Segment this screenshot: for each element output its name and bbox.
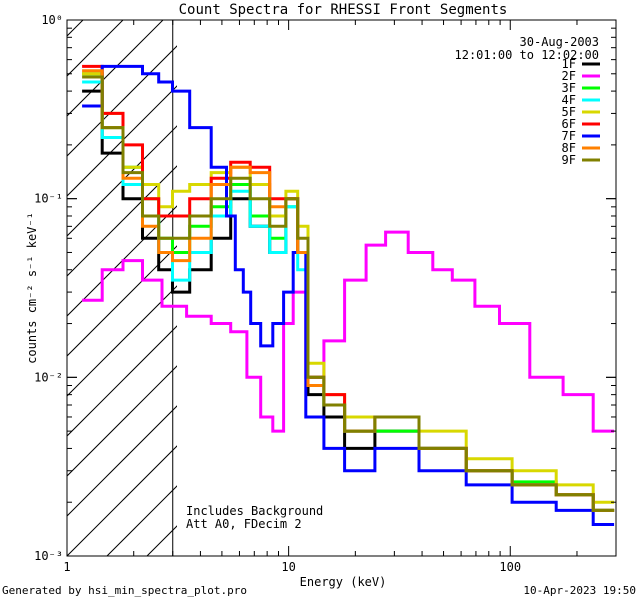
series-layer [82,64,615,526]
legend-label-4F: 4F [562,93,576,107]
hatch-line [67,365,177,477]
legend-label-5F: 5F [562,105,576,119]
y-tick-label-1e0: 10⁰ [41,13,63,27]
time-range-annotation: 12:01:00 to 12:02:00 [455,48,600,62]
y-tick-label-1e-3: 10⁻³ [34,549,63,563]
legend-label-9F: 9F [562,153,576,167]
legend-label-7F: 7F [562,129,576,143]
attenuator-note: Att A0, FDecim 2 [186,517,302,531]
x-tick-label-1: 1 [63,560,70,574]
hatch-line [67,20,84,37]
hatch-line [67,405,177,517]
background-note: Includes Background [186,504,323,518]
hatch-line [67,165,177,277]
series-line-2F [82,230,615,433]
y-tick-label-1e-1: 10⁻¹ [34,192,63,206]
generated-by-footer: Generated by hsi_min_spectra_plot.pro [2,584,248,597]
x-axis-label: Energy (keV) [300,575,387,589]
hatch-line [67,245,177,357]
hatch-line [67,20,124,77]
hatch-line [67,205,177,317]
timestamp-footer: 10-Apr-2023 19:50 [523,584,636,597]
date-annotation: 30-Aug-2003 [520,35,599,49]
hatched-region [67,0,640,556]
legend-label-8F: 8F [562,141,576,155]
hatch-line [67,45,177,157]
legend-label-6F: 6F [562,117,576,131]
hatch-line [67,85,177,197]
x-tick-label-10: 10 [281,560,295,574]
plot-frame [66,19,617,557]
series-line-9F [82,75,615,512]
legend-label-3F: 3F [562,81,576,95]
x-tick-label-100: 100 [499,560,521,574]
y-tick-label-1e-2: 10⁻² [34,370,63,384]
hatch-line [106,485,177,556]
hatch-line [67,445,177,556]
chart-title: Count Spectra for RHESSI Front Segments [179,2,508,18]
legend-label-2F: 2F [562,69,576,83]
hatch-line [227,0,640,556]
hatch-line [67,20,164,117]
hatch-line [67,285,177,397]
y-axis-label: counts cm⁻² s⁻¹ keV⁻¹ [25,212,39,364]
axis-ticks [66,19,617,557]
legend-label-1F: 1F [562,57,576,71]
